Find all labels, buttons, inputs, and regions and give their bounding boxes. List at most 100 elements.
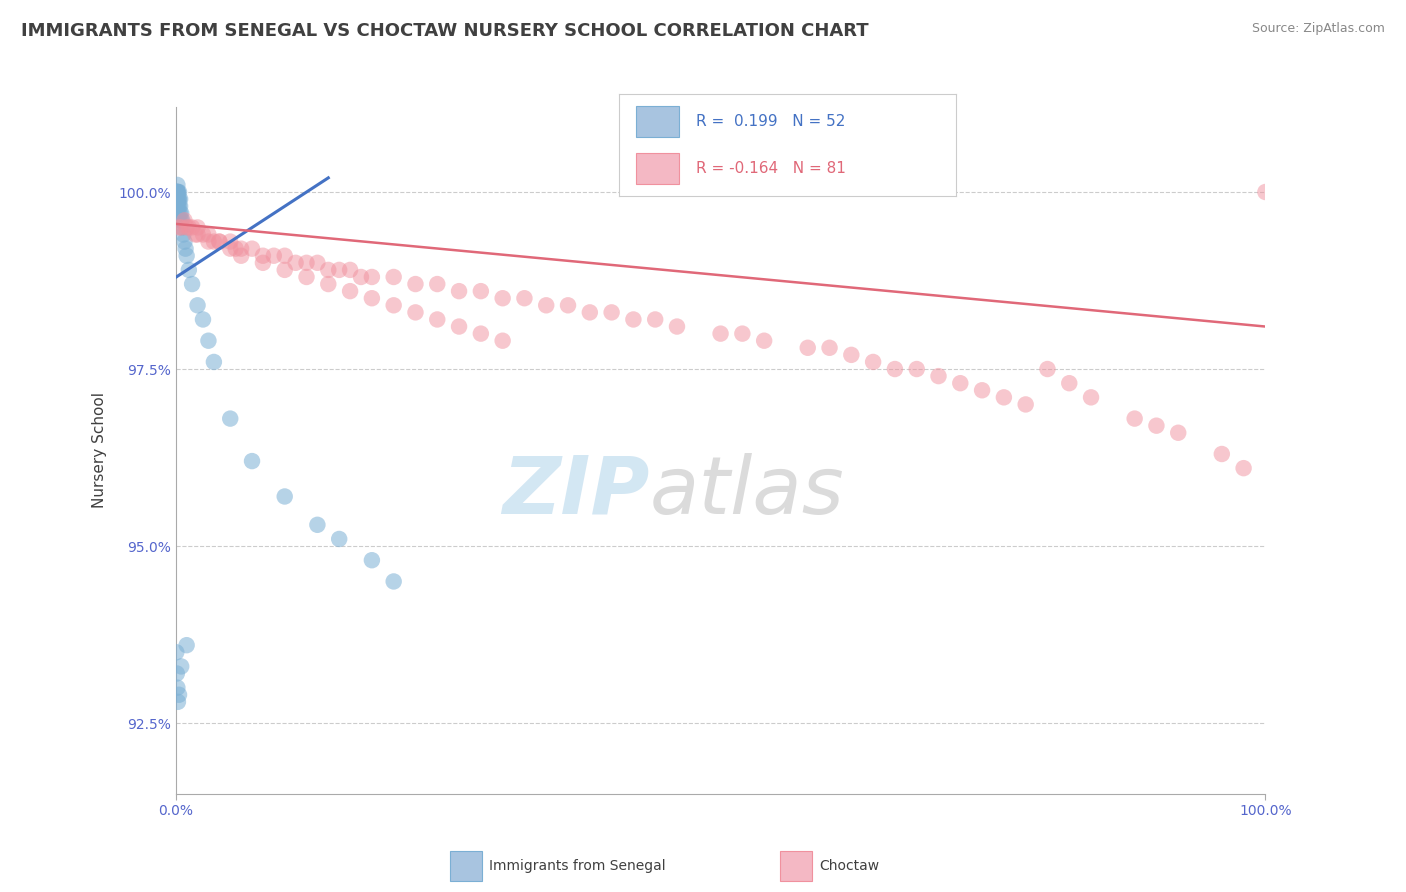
- Point: [169, 199, 191, 213]
- Point: [492, 291, 515, 305]
- Point: [169, 206, 191, 220]
- Point: [167, 199, 190, 213]
- Point: [426, 312, 449, 326]
- Point: [862, 355, 884, 369]
- Point: [166, 199, 188, 213]
- Point: [186, 220, 209, 235]
- Point: [186, 298, 209, 312]
- Point: [170, 206, 193, 220]
- Point: [173, 235, 195, 249]
- Point: [167, 220, 190, 235]
- Text: R =  0.199   N = 52: R = 0.199 N = 52: [696, 114, 845, 128]
- Point: [328, 532, 350, 546]
- Point: [339, 284, 361, 298]
- Point: [579, 305, 602, 319]
- Point: [318, 277, 340, 291]
- Point: [621, 312, 644, 326]
- Point: [274, 490, 297, 504]
- Point: [167, 192, 190, 206]
- Point: [177, 220, 200, 235]
- Point: [972, 384, 994, 398]
- Point: [172, 220, 194, 235]
- Point: [710, 326, 733, 341]
- Point: [219, 242, 242, 256]
- Point: [181, 277, 204, 291]
- Point: [169, 192, 191, 206]
- Point: [181, 220, 204, 235]
- Point: [274, 249, 297, 263]
- Point: [447, 284, 470, 298]
- Point: [318, 263, 340, 277]
- Point: [754, 334, 776, 348]
- Point: [176, 249, 198, 263]
- Point: [405, 277, 427, 291]
- Bar: [636, 153, 679, 184]
- Point: [1254, 185, 1277, 199]
- Point: [252, 256, 274, 270]
- Point: [534, 298, 557, 312]
- Point: [166, 199, 188, 213]
- Text: Source: ZipAtlas.com: Source: ZipAtlas.com: [1251, 22, 1385, 36]
- Point: [170, 220, 193, 235]
- Point: [905, 362, 928, 376]
- Point: [186, 227, 209, 242]
- Point: [231, 249, 253, 263]
- Point: [382, 574, 405, 589]
- Point: [165, 185, 187, 199]
- Point: [361, 553, 384, 567]
- Point: [1233, 461, 1256, 475]
- Text: ZIP: ZIP: [502, 452, 650, 531]
- Point: [170, 213, 193, 227]
- Point: [240, 242, 263, 256]
- Point: [167, 688, 190, 702]
- Text: IMMIGRANTS FROM SENEGAL VS CHOCTAW NURSERY SCHOOL CORRELATION CHART: IMMIGRANTS FROM SENEGAL VS CHOCTAW NURSE…: [21, 22, 869, 40]
- Point: [470, 326, 492, 341]
- Point: [1146, 418, 1168, 433]
- Point: [166, 681, 188, 695]
- Point: [307, 517, 329, 532]
- Point: [191, 227, 214, 242]
- Point: [949, 376, 972, 391]
- Point: [167, 185, 190, 199]
- Point: [166, 178, 188, 192]
- Point: [1015, 397, 1038, 411]
- Point: [166, 185, 188, 199]
- Point: [225, 242, 247, 256]
- Point: [513, 291, 536, 305]
- Point: [167, 192, 190, 206]
- Point: [184, 227, 207, 242]
- Point: [208, 235, 231, 249]
- Point: [600, 305, 623, 319]
- Point: [231, 242, 253, 256]
- Point: [731, 326, 754, 341]
- Point: [350, 270, 373, 285]
- Point: [1059, 376, 1081, 391]
- Point: [197, 227, 219, 242]
- Point: [174, 242, 197, 256]
- Point: [165, 185, 187, 199]
- Point: [240, 454, 263, 468]
- Point: [176, 220, 198, 235]
- Point: [166, 185, 188, 199]
- Point: [470, 284, 492, 298]
- Point: [202, 235, 225, 249]
- Point: [172, 213, 194, 227]
- Point: [1123, 411, 1146, 425]
- Point: [1211, 447, 1233, 461]
- Point: [644, 312, 666, 326]
- Point: [208, 235, 231, 249]
- Point: [167, 695, 190, 709]
- Point: [169, 213, 191, 227]
- Point: [167, 185, 190, 199]
- Point: [274, 263, 297, 277]
- Point: [172, 227, 194, 242]
- Point: [557, 298, 579, 312]
- Point: [818, 341, 841, 355]
- Point: [1080, 390, 1102, 404]
- Point: [167, 192, 190, 206]
- Point: [1167, 425, 1189, 440]
- Point: [167, 199, 190, 213]
- Point: [166, 185, 188, 199]
- Point: [361, 291, 384, 305]
- Point: [295, 270, 318, 285]
